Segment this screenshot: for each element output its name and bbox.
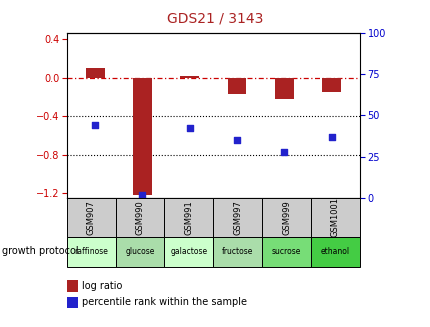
Point (138, 192, 145, 197)
Bar (133, 78, 151, 195)
Text: GSM990: GSM990 (135, 200, 144, 235)
Point (233, 137, 240, 143)
Bar (67, 237, 115, 267)
Bar (164, 198, 213, 237)
Bar (321, 78, 340, 92)
Bar (164, 237, 213, 267)
Bar (261, 198, 310, 237)
Point (186, 126, 193, 131)
Point (327, 134, 334, 139)
Text: sucrose: sucrose (271, 247, 301, 256)
Text: fructose: fructose (221, 247, 253, 256)
Bar (213, 237, 261, 267)
Point (280, 149, 287, 154)
Text: glucose: glucose (125, 247, 154, 256)
Text: GSM991: GSM991 (184, 200, 193, 235)
Bar (310, 198, 359, 237)
Text: raffinose: raffinose (74, 247, 108, 256)
Text: ethanol: ethanol (320, 247, 349, 256)
Bar (115, 198, 164, 237)
Text: growth protocol: growth protocol (2, 246, 79, 256)
Bar (86, 68, 104, 78)
Bar (180, 76, 199, 78)
Bar (274, 78, 293, 99)
Text: percentile rank within the sample: percentile rank within the sample (82, 298, 246, 307)
Text: GSM907: GSM907 (86, 200, 95, 235)
Bar (227, 78, 246, 94)
Text: GSM997: GSM997 (233, 200, 242, 235)
Bar (67, 198, 115, 237)
Point (92, 123, 98, 128)
Text: GDS21 / 3143: GDS21 / 3143 (167, 11, 263, 26)
Text: GSM999: GSM999 (282, 200, 290, 235)
Text: log ratio: log ratio (82, 281, 122, 291)
Bar (213, 198, 261, 237)
Text: GSM1001: GSM1001 (330, 198, 339, 237)
Bar (261, 237, 310, 267)
Text: galactose: galactose (170, 247, 207, 256)
Bar (115, 237, 164, 267)
Bar (310, 237, 359, 267)
